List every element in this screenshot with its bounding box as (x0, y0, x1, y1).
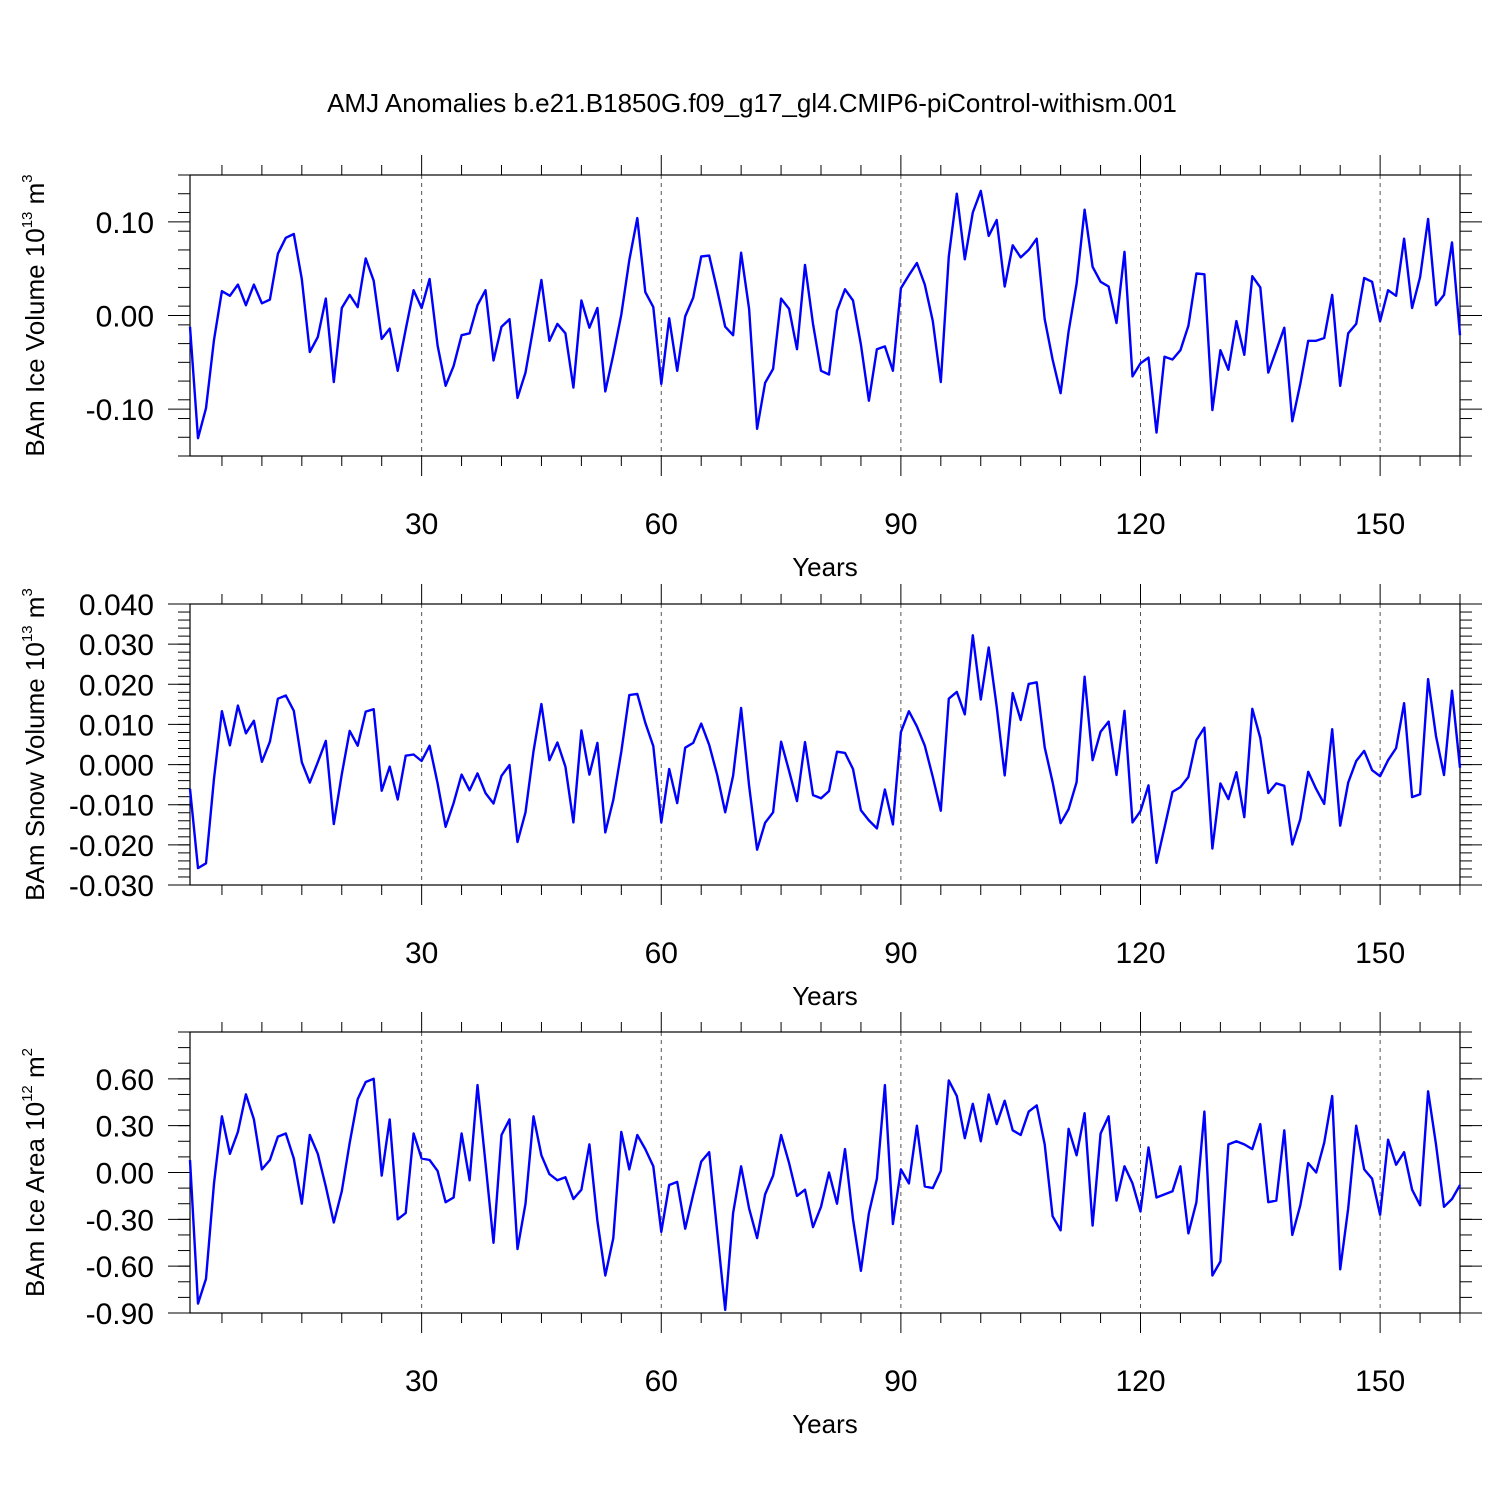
y-axis-label-exp: 13 (19, 212, 36, 229)
plot-frame (189, 174, 1461, 457)
x-axis-label: Years (792, 981, 858, 1011)
y-tick-label-0-60: 0.60 (96, 1064, 154, 1097)
chart-panel-2: 30 60 90 120 150 -0.030 -0.020 -0.010 0.000 0.010… (19, 584, 1482, 1011)
x-tick-label-60: 60 (645, 937, 678, 970)
x-axis-label: Years (792, 1409, 858, 1439)
x-tick-label-30: 30 (405, 1365, 438, 1398)
x-tick-label-150: 150 (1355, 937, 1405, 970)
y-tick-label-0-020: -0.020 (69, 830, 154, 863)
x-tick-label-60: 60 (645, 508, 678, 541)
y-axis-label-unit: m (20, 183, 50, 212)
y-tick-label-0-30: 0.30 (96, 1111, 154, 1144)
x-tick-label-120: 120 (1115, 937, 1165, 970)
x-tick-label-150: 150 (1355, 508, 1405, 541)
y-axis-label-unit: m (20, 597, 50, 626)
series-line-2 (188, 634, 1462, 870)
y-tick-label-0-020: 0.020 (79, 669, 154, 702)
x-tick-label-120: 120 (1115, 1365, 1165, 1398)
y-tick-label-0-010: -0.010 (69, 790, 154, 823)
y-axis-label: BAm Ice Area 1012 m2 (19, 1048, 50, 1297)
x-axis-label: Years (792, 552, 858, 582)
y-tick-label-0-30: -0.30 (86, 1204, 154, 1237)
x-tick-label-60: 60 (645, 1365, 678, 1398)
series-line-1 (188, 189, 1462, 440)
x-tick-label-30: 30 (405, 508, 438, 541)
y-tick-label-0-030: 0.030 (79, 629, 154, 662)
y-axis-label-base: BAm Snow Volume 10 (20, 642, 50, 901)
y-tick-label-0-00: 0.00 (96, 301, 154, 334)
figure-title: AMJ Anomalies b.e21.B1850G.f09_g17_gl4.C… (327, 88, 1177, 118)
y-axis-label-base: BAm Ice Area 10 (20, 1102, 50, 1297)
y-axis-label: BAm Snow Volume 1013 m3 (19, 588, 50, 901)
x-tick-label-30: 30 (405, 937, 438, 970)
y-tick-label-0-00: 0.00 (96, 1158, 154, 1191)
x-tick-label-150: 150 (1355, 1365, 1405, 1398)
y-tick-label-0-040: 0.040 (79, 589, 154, 622)
x-tick-label-90: 90 (884, 937, 917, 970)
x-tick-label-90: 90 (884, 1365, 917, 1398)
plot-frame (189, 603, 1461, 886)
x-tick-label-90: 90 (884, 508, 917, 541)
y-axis-label-exp: 13 (19, 625, 36, 642)
y-tick-label-0-010: 0.010 (79, 709, 154, 742)
y-tick-label-0-90: -0.90 (86, 1298, 154, 1331)
y-axis-label-unit-exp: 3 (19, 588, 36, 596)
y-tick-label-0-030: -0.030 (69, 870, 154, 903)
y-axis-label-base: BAm Ice Volume 10 (20, 228, 50, 456)
series-line-3 (188, 1077, 1462, 1312)
y-axis-label: BAm Ice Volume 1013 m3 (19, 174, 50, 456)
y-axis-label-unit-exp: 2 (19, 1048, 36, 1056)
y-axis-label-unit: m (20, 1056, 50, 1085)
y-axis-label-unit-exp: 3 (19, 174, 36, 182)
y-tick-label-0-60: -0.60 (86, 1251, 154, 1284)
x-tick-label-120: 120 (1115, 508, 1165, 541)
y-tick-label-0-10: 0.10 (96, 207, 154, 240)
y-axis-label-exp: 12 (19, 1085, 36, 1102)
chart-panel-1: 30 60 90 120 150 -0.10 0.00 0.10 Years BAm Ice Vo… (19, 155, 1482, 582)
y-tick-label-0-10: -0.10 (86, 394, 154, 427)
y-tick-label-0-000: 0.000 (79, 750, 154, 783)
chart-panel-3: 30 60 90 120 150 -0.90 -0.60 -0.30 0.00 0.30 0.60 Y… (19, 1012, 1482, 1439)
